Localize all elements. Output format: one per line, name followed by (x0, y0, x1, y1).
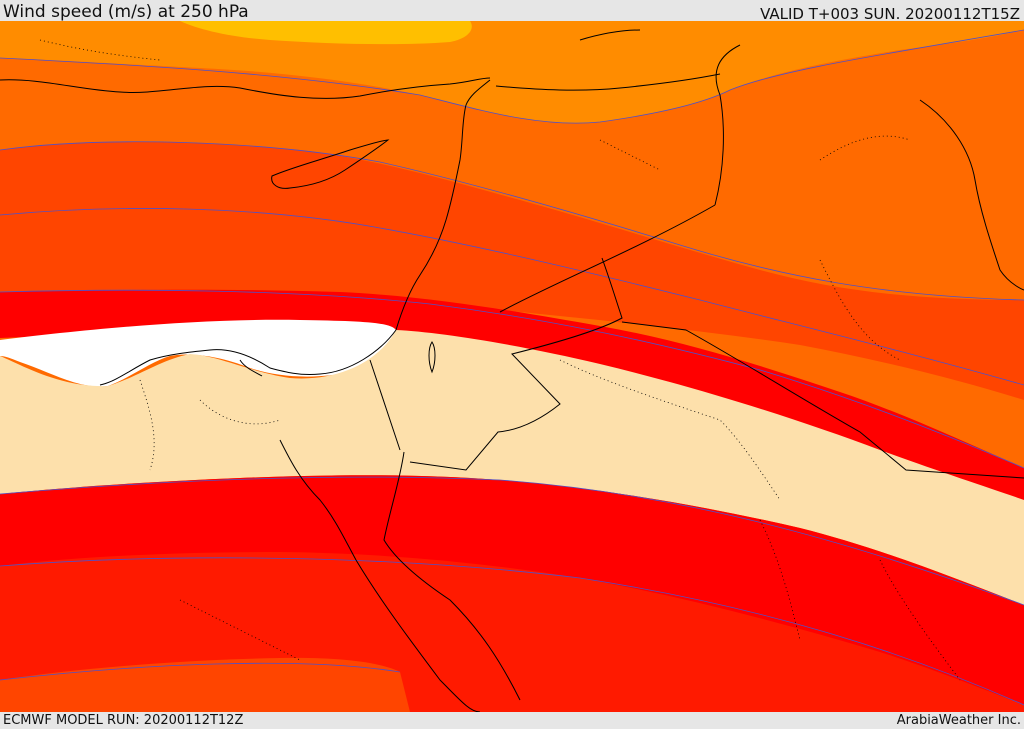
contour-line (0, 208, 1024, 386)
red-sea-east-coast (383, 451, 521, 701)
band-red-north (0, 289, 1024, 508)
dead-sea (428, 341, 436, 374)
contour-line (0, 557, 1024, 706)
band-orange-south (0, 657, 410, 712)
header-bar: Wind speed (m/s) at 250 hPa VALID T+003 … (0, 0, 1024, 23)
border-line (714, 44, 741, 206)
contour-line (0, 476, 1024, 606)
contour-line (0, 662, 401, 681)
border-line (409, 257, 623, 471)
caspian-coastline (579, 29, 641, 41)
credit-label: ArabiaWeather Inc. (896, 713, 1021, 728)
border-line (499, 204, 716, 313)
boundary-line (39, 39, 161, 61)
border-line (495, 73, 721, 91)
map-title: Wind speed (m/s) at 250 hPa (3, 2, 249, 22)
band-light-orange (0, 21, 1024, 124)
egypt-coastline (99, 329, 397, 386)
persian-gulf-coastline (919, 99, 1024, 291)
levant-coastline (395, 79, 491, 331)
model-run-label: ECMWF MODEL RUN: 20200112T12Z (3, 713, 244, 728)
wind-speed-map (0, 21, 1024, 712)
band-red-orange (0, 141, 1024, 400)
nile-delta (239, 359, 263, 377)
band-white-core (0, 319, 396, 387)
boundary-line (199, 399, 281, 425)
border-line (621, 321, 1024, 479)
contour-line (0, 29, 1024, 124)
footer-bar: ECMWF MODEL RUN: 20200112T12Z ArabiaWeat… (0, 712, 1024, 729)
boundary-line (599, 139, 661, 171)
internal-boundaries (39, 39, 961, 681)
contour-line (0, 141, 1024, 301)
map-canvas (0, 21, 1024, 712)
gulf-of-suez (279, 439, 357, 561)
cyprus-coastline (271, 139, 390, 189)
boundary-line (759, 519, 801, 641)
contour-line (0, 289, 1024, 469)
border-line (369, 359, 401, 451)
contour-lines (0, 29, 1024, 706)
boundary-line (559, 359, 781, 501)
valid-time-label: VALID T+003 SUN. 20200112T15Z (760, 5, 1020, 23)
turkey-coastline (0, 77, 491, 99)
band-pale (0, 330, 1024, 605)
red-sea-west-coast (355, 559, 481, 712)
coastlines (0, 29, 1024, 712)
band-yellow (180, 21, 472, 45)
